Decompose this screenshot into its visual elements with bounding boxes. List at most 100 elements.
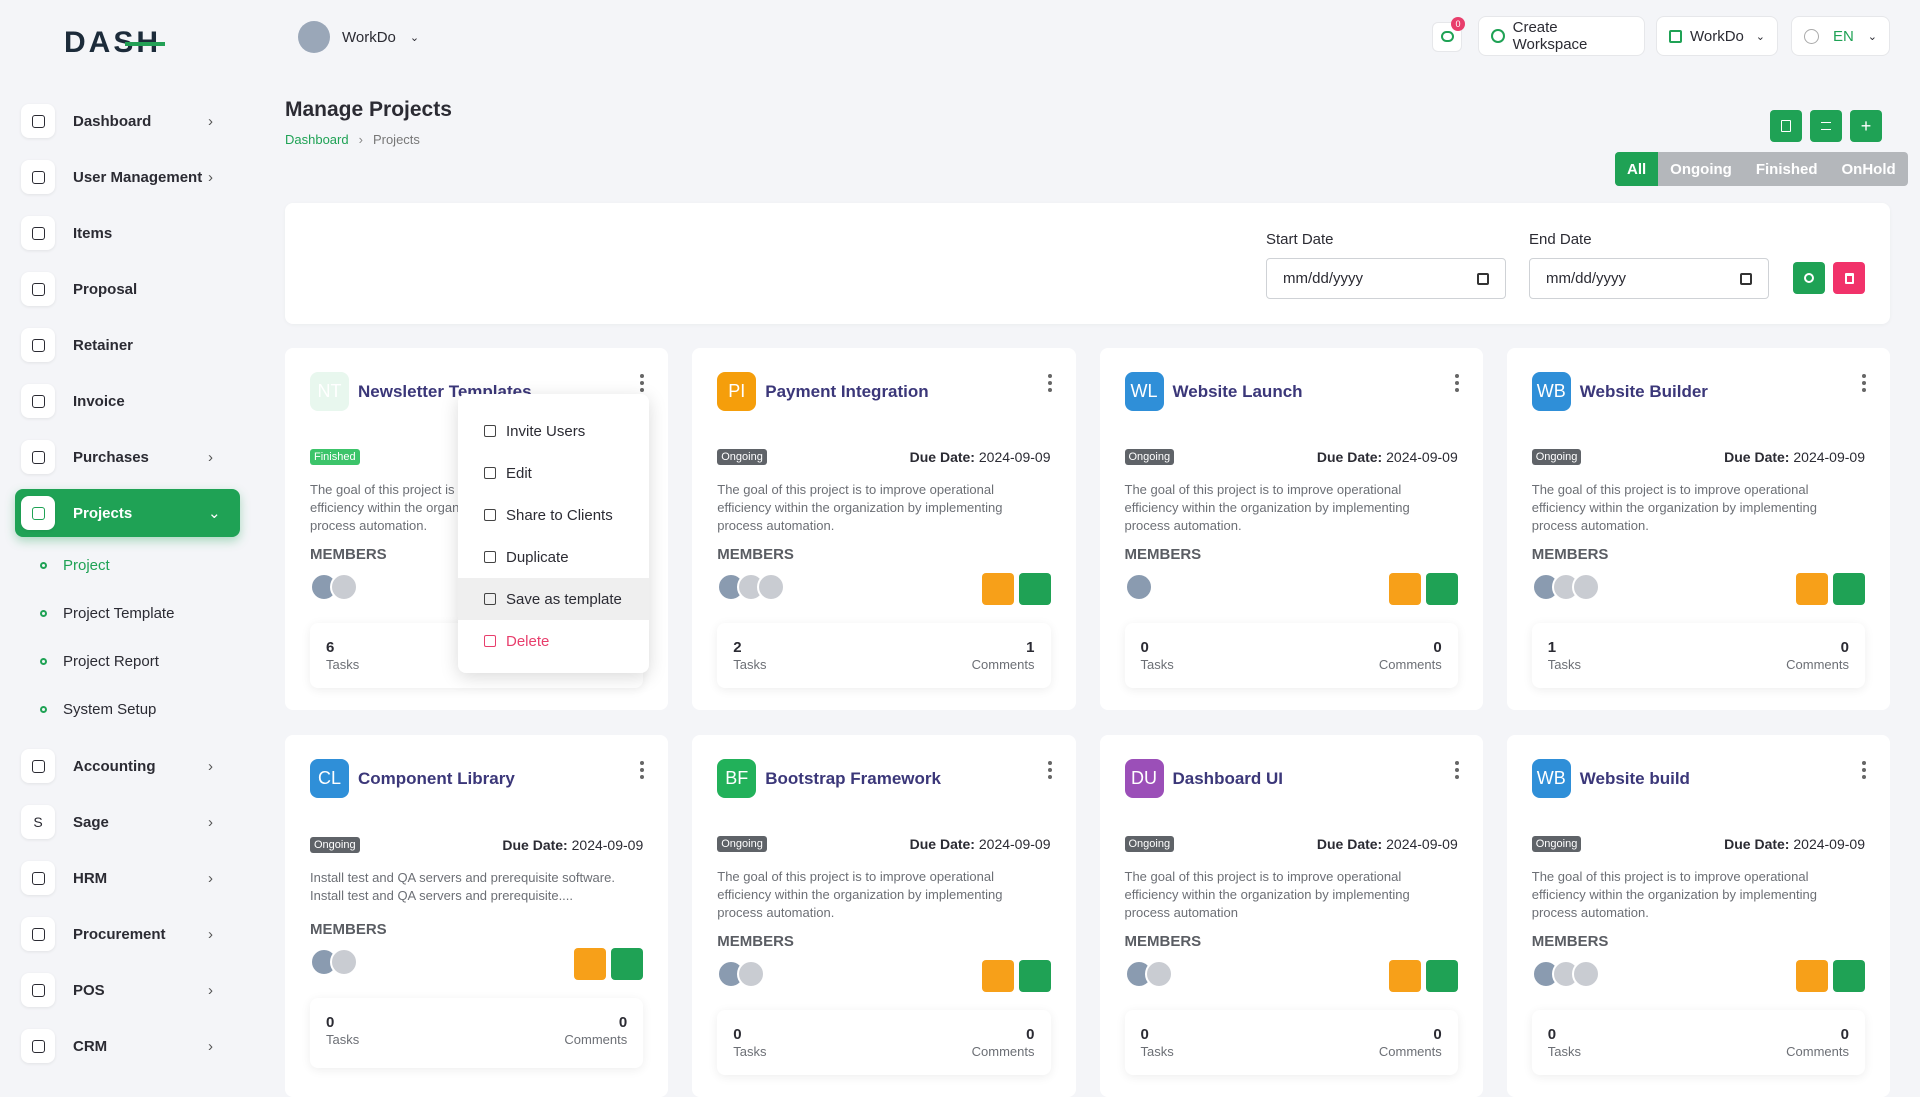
sidebar-item[interactable]: Retainer: [15, 321, 240, 369]
filter-tab[interactable]: All: [1615, 152, 1659, 186]
project-name[interactable]: Website Builder: [1579, 381, 1708, 401]
sidebar-item[interactable]: Purchases ›: [15, 433, 240, 481]
tasks-stat: 6 Tasks: [326, 639, 359, 688]
view-button[interactable]: [1796, 960, 1828, 992]
sidebar-item[interactable]: User Management ›: [15, 153, 240, 201]
settings-button[interactable]: [1018, 960, 1051, 992]
chat-button[interactable]: 0: [1432, 17, 1465, 52]
settings-button[interactable]: [1425, 960, 1458, 992]
end-date-input[interactable]: mm/dd/yyyy: [1529, 258, 1769, 299]
view-button[interactable]: [981, 960, 1014, 992]
settings-button[interactable]: [611, 948, 644, 980]
sidebar-item[interactable]: CRM ›: [15, 1022, 240, 1070]
avatar[interactable]: [737, 959, 766, 988]
clear-button[interactable]: [1833, 262, 1865, 294]
members-label: MEMBERS: [1531, 933, 1609, 950]
comments-label: Comments: [971, 657, 1035, 672]
list-view-button[interactable]: [1810, 110, 1842, 142]
due-label: Due Date:: [1316, 836, 1383, 852]
view-button[interactable]: [981, 573, 1014, 605]
start-date-input[interactable]: mm/dd/yyyy: [1266, 258, 1506, 299]
create-workspace[interactable]: Create Workspace: [1478, 16, 1645, 56]
more-button[interactable]: [1862, 761, 1866, 782]
view-button[interactable]: [574, 948, 607, 980]
breadcrumb-link[interactable]: Dashboard: [285, 132, 349, 147]
submenu-item[interactable]: Project: [40, 541, 110, 589]
project-name[interactable]: Dashboard UI: [1172, 768, 1284, 788]
project-name[interactable]: Website Launch: [1172, 381, 1303, 401]
menu-item[interactable]: Duplicate: [458, 536, 649, 578]
menu-item[interactable]: Delete: [458, 620, 649, 662]
menu-item[interactable]: Invite Users: [458, 410, 649, 452]
chevron: ›: [208, 757, 213, 775]
settings-button[interactable]: [1018, 573, 1051, 605]
menu-label: Duplicate: [506, 548, 569, 566]
avatar[interactable]: [1144, 959, 1173, 988]
submenu-item[interactable]: System Setup: [40, 685, 156, 733]
sidebar-item[interactable]: Dashboard ›: [15, 97, 240, 145]
sidebar-item[interactable]: POS ›: [15, 966, 240, 1014]
view-button[interactable]: [1388, 960, 1421, 992]
logo[interactable]: DASH: [64, 26, 166, 60]
chevron: ›: [208, 112, 213, 130]
menu-item[interactable]: Edit: [458, 452, 649, 494]
sidebar-item[interactable]: Projects ⌄: [15, 489, 240, 537]
menu-item[interactable]: Save as template: [458, 578, 649, 620]
project-name[interactable]: Bootstrap Framework: [765, 768, 941, 788]
workspace-menu[interactable]: WorkDo ⌄: [1656, 16, 1778, 56]
search-button[interactable]: [1793, 262, 1825, 294]
members-row: [1124, 959, 1458, 992]
more-button[interactable]: [1047, 374, 1052, 395]
sidebar-icon: [21, 216, 55, 250]
sidebar-item[interactable]: Invoice: [15, 377, 240, 425]
card-stats: 2 Tasks 1 Comments: [717, 623, 1050, 688]
more-button[interactable]: [1047, 761, 1052, 782]
avatar[interactable]: [1124, 572, 1153, 601]
more-button[interactable]: [640, 761, 645, 782]
filter-tab[interactable]: Ongoing: [1670, 160, 1732, 178]
submenu-item[interactable]: Project Report: [40, 637, 159, 685]
project-name[interactable]: Payment Integration: [765, 381, 929, 401]
avatar[interactable]: [1571, 572, 1600, 601]
export-button[interactable]: [1770, 110, 1802, 142]
view-button[interactable]: [1796, 573, 1828, 605]
sidebar-item[interactable]: S Sage ›: [15, 798, 240, 846]
card-actions: [1796, 960, 1865, 992]
more-button[interactable]: [1454, 761, 1459, 782]
status-badge: Ongoing: [1124, 449, 1175, 465]
sidebar-item[interactable]: Accounting ›: [15, 742, 240, 790]
more-button[interactable]: [1454, 374, 1459, 395]
avatar[interactable]: [1571, 959, 1600, 988]
project-name[interactable]: Website build: [1579, 768, 1690, 788]
context-menu: Invite Users Edit Share to Clients Duplicat…: [458, 394, 649, 673]
project-description: The goal of this project is to improve o…: [1124, 482, 1410, 533]
filter-tab[interactable]: Finished: [1755, 160, 1818, 178]
sidebar-item[interactable]: Items: [15, 209, 240, 257]
settings-button[interactable]: [1425, 573, 1458, 605]
project-name[interactable]: Component Library: [358, 768, 515, 788]
filter-tab[interactable]: OnHold: [1841, 160, 1896, 178]
language-menu[interactable]: EN ⌄: [1791, 16, 1890, 56]
sidebar-item[interactable]: HRM ›: [15, 854, 240, 902]
status-badge: Ongoing: [310, 836, 360, 853]
view-button[interactable]: [1388, 573, 1421, 605]
menu-item[interactable]: Share to Clients: [458, 494, 649, 536]
more-button[interactable]: [640, 374, 645, 395]
tasks-label: Tasks: [1140, 657, 1174, 672]
settings-button[interactable]: [1833, 960, 1865, 992]
settings-button[interactable]: [1833, 573, 1865, 605]
members-label: MEMBERS: [310, 546, 387, 563]
workspace-switcher[interactable]: WorkDo ⌄: [285, 17, 432, 57]
submenu-item[interactable]: Project Template: [40, 589, 174, 637]
avatar[interactable]: [757, 572, 786, 601]
members-row: [1531, 572, 1865, 605]
status-row: Ongoing Due Date: 2024-09-09: [1531, 836, 1865, 852]
sidebar-item[interactable]: Proposal: [15, 265, 240, 313]
sidebar-icon: [21, 440, 55, 474]
sidebar-item[interactable]: Procurement ›: [15, 910, 240, 958]
more-button[interactable]: [1862, 374, 1866, 395]
submenu-label: Project Report: [63, 652, 159, 670]
add-button[interactable]: +: [1850, 110, 1882, 142]
avatar[interactable]: [330, 947, 358, 976]
avatar[interactable]: [330, 572, 358, 601]
